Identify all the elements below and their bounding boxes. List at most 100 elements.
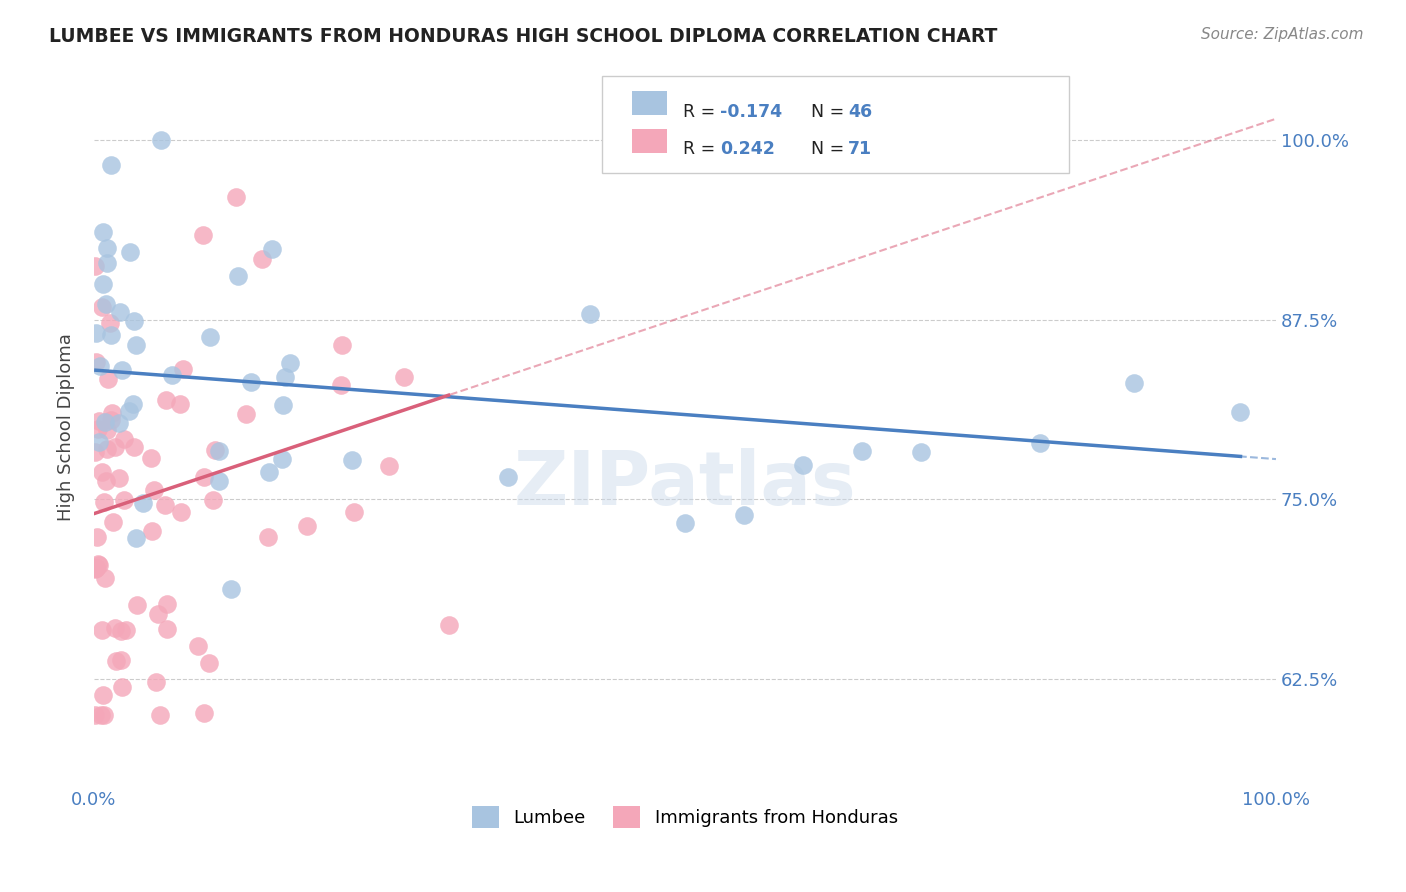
Point [156, 622, 179, 636]
Point [89, 435, 111, 450]
Point [100, 328, 122, 343]
Point [150, 133, 173, 147]
Text: -0.174: -0.174 [720, 103, 783, 121]
Point [910, 445, 932, 459]
Point [100, 158, 122, 172]
Point [84, 326, 107, 340]
Point [579, 307, 602, 321]
Point [437, 617, 460, 632]
Point [153, 499, 176, 513]
Point [94, 297, 117, 311]
Point [111, 680, 134, 694]
Point [160, 368, 183, 382]
Point [118, 403, 141, 417]
Point [187, 639, 209, 653]
Point [115, 624, 138, 638]
Legend: Lumbee, Immigrants from Honduras: Lumbee, Immigrants from Honduras [465, 798, 905, 835]
Point [340, 453, 363, 467]
Point [278, 356, 301, 370]
Point [122, 313, 145, 327]
FancyBboxPatch shape [602, 76, 1069, 173]
Point [226, 269, 249, 284]
Point [108, 304, 131, 318]
Point [112, 432, 135, 446]
Point [110, 653, 132, 667]
Point [98, 317, 121, 331]
Point [250, 252, 273, 267]
Point [198, 656, 221, 670]
Point [97, 372, 120, 386]
Point [330, 378, 353, 392]
Point [94, 571, 117, 585]
Point [96, 423, 118, 437]
Point [1028, 436, 1050, 450]
Text: R =: R = [682, 103, 720, 121]
Point [91, 623, 114, 637]
Point [112, 493, 135, 508]
Point [84, 445, 107, 459]
Point [125, 598, 148, 612]
Point [273, 398, 295, 412]
Point [86, 530, 108, 544]
Point [148, 707, 170, 722]
Point [1123, 376, 1146, 391]
Point [122, 397, 145, 411]
Point [146, 607, 169, 621]
Point [673, 516, 696, 530]
Point [96, 474, 118, 488]
Point [235, 407, 257, 421]
Point [172, 362, 194, 376]
Point [257, 530, 280, 544]
Point [96, 442, 118, 457]
Point [145, 674, 167, 689]
Point [83, 707, 105, 722]
Point [343, 505, 366, 519]
Point [198, 330, 221, 344]
Point [111, 363, 134, 377]
Point [87, 558, 110, 572]
Point [143, 483, 166, 498]
Point [792, 458, 814, 472]
Bar [631, 128, 668, 153]
Point [208, 474, 231, 488]
Point [132, 496, 155, 510]
Text: ZIPatlas: ZIPatlas [513, 449, 856, 522]
Point [260, 242, 283, 256]
Point [330, 338, 353, 352]
Point [93, 688, 115, 702]
Point [108, 471, 131, 485]
Point [83, 561, 105, 575]
Bar [631, 92, 668, 115]
Text: 0.242: 0.242 [720, 140, 775, 158]
Point [225, 190, 247, 204]
Point [295, 518, 318, 533]
Point [170, 506, 193, 520]
Point [87, 421, 110, 435]
Point [201, 493, 224, 508]
Point [90, 465, 112, 479]
Point [125, 338, 148, 352]
Point [110, 624, 132, 638]
Point [257, 465, 280, 479]
Point [219, 582, 242, 596]
Point [1229, 405, 1251, 419]
Text: LUMBEE VS IMMIGRANTS FROM HONDURAS HIGH SCHOOL DIPLOMA CORRELATION CHART: LUMBEE VS IMMIGRANTS FROM HONDURAS HIGH … [49, 27, 998, 45]
Point [100, 413, 122, 427]
Point [93, 225, 115, 239]
Point [93, 494, 115, 508]
Text: 46: 46 [848, 103, 872, 121]
Point [104, 654, 127, 668]
Point [104, 622, 127, 636]
Point [169, 397, 191, 411]
Point [104, 440, 127, 454]
Point [496, 470, 519, 484]
Point [100, 407, 122, 421]
Point [93, 707, 115, 722]
Point [89, 558, 111, 572]
Point [270, 451, 292, 466]
Point [204, 442, 226, 457]
Point [84, 259, 107, 273]
Point [89, 414, 111, 428]
Point [91, 277, 114, 292]
Point [84, 355, 107, 369]
